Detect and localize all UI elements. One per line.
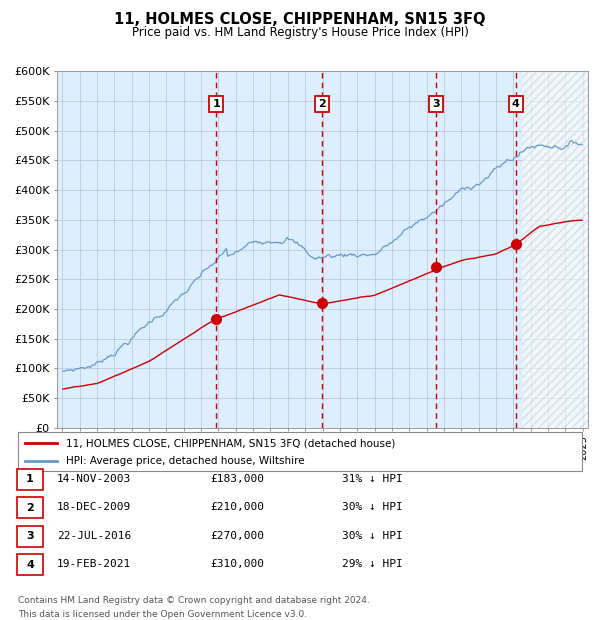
Text: £270,000: £270,000 <box>210 531 264 541</box>
Text: 4: 4 <box>26 560 34 570</box>
Text: 18-DEC-2009: 18-DEC-2009 <box>57 502 131 512</box>
Text: 11, HOLMES CLOSE, CHIPPENHAM, SN15 3FQ (detached house): 11, HOLMES CLOSE, CHIPPENHAM, SN15 3FQ (… <box>66 438 395 448</box>
Text: 1: 1 <box>26 474 34 484</box>
Text: 19-FEB-2021: 19-FEB-2021 <box>57 559 131 569</box>
Text: 4: 4 <box>512 99 520 109</box>
Text: 2: 2 <box>26 503 34 513</box>
Text: 30% ↓ HPI: 30% ↓ HPI <box>342 502 403 512</box>
Text: 2: 2 <box>318 99 326 109</box>
Text: £183,000: £183,000 <box>210 474 264 484</box>
Text: 30% ↓ HPI: 30% ↓ HPI <box>342 531 403 541</box>
Text: Price paid vs. HM Land Registry's House Price Index (HPI): Price paid vs. HM Land Registry's House … <box>131 26 469 39</box>
Text: 31% ↓ HPI: 31% ↓ HPI <box>342 474 403 484</box>
Text: 22-JUL-2016: 22-JUL-2016 <box>57 531 131 541</box>
Text: £310,000: £310,000 <box>210 559 264 569</box>
Text: 29% ↓ HPI: 29% ↓ HPI <box>342 559 403 569</box>
Text: 11, HOLMES CLOSE, CHIPPENHAM, SN15 3FQ: 11, HOLMES CLOSE, CHIPPENHAM, SN15 3FQ <box>114 12 486 27</box>
Text: This data is licensed under the Open Government Licence v3.0.: This data is licensed under the Open Gov… <box>18 610 307 619</box>
Text: £210,000: £210,000 <box>210 502 264 512</box>
Text: 1: 1 <box>212 99 220 109</box>
Bar <box>522 60 588 428</box>
Text: HPI: Average price, detached house, Wiltshire: HPI: Average price, detached house, Wilt… <box>66 456 305 466</box>
Text: 3: 3 <box>26 531 34 541</box>
Text: Contains HM Land Registry data © Crown copyright and database right 2024.: Contains HM Land Registry data © Crown c… <box>18 596 370 605</box>
Text: 14-NOV-2003: 14-NOV-2003 <box>57 474 131 484</box>
Text: 3: 3 <box>433 99 440 109</box>
